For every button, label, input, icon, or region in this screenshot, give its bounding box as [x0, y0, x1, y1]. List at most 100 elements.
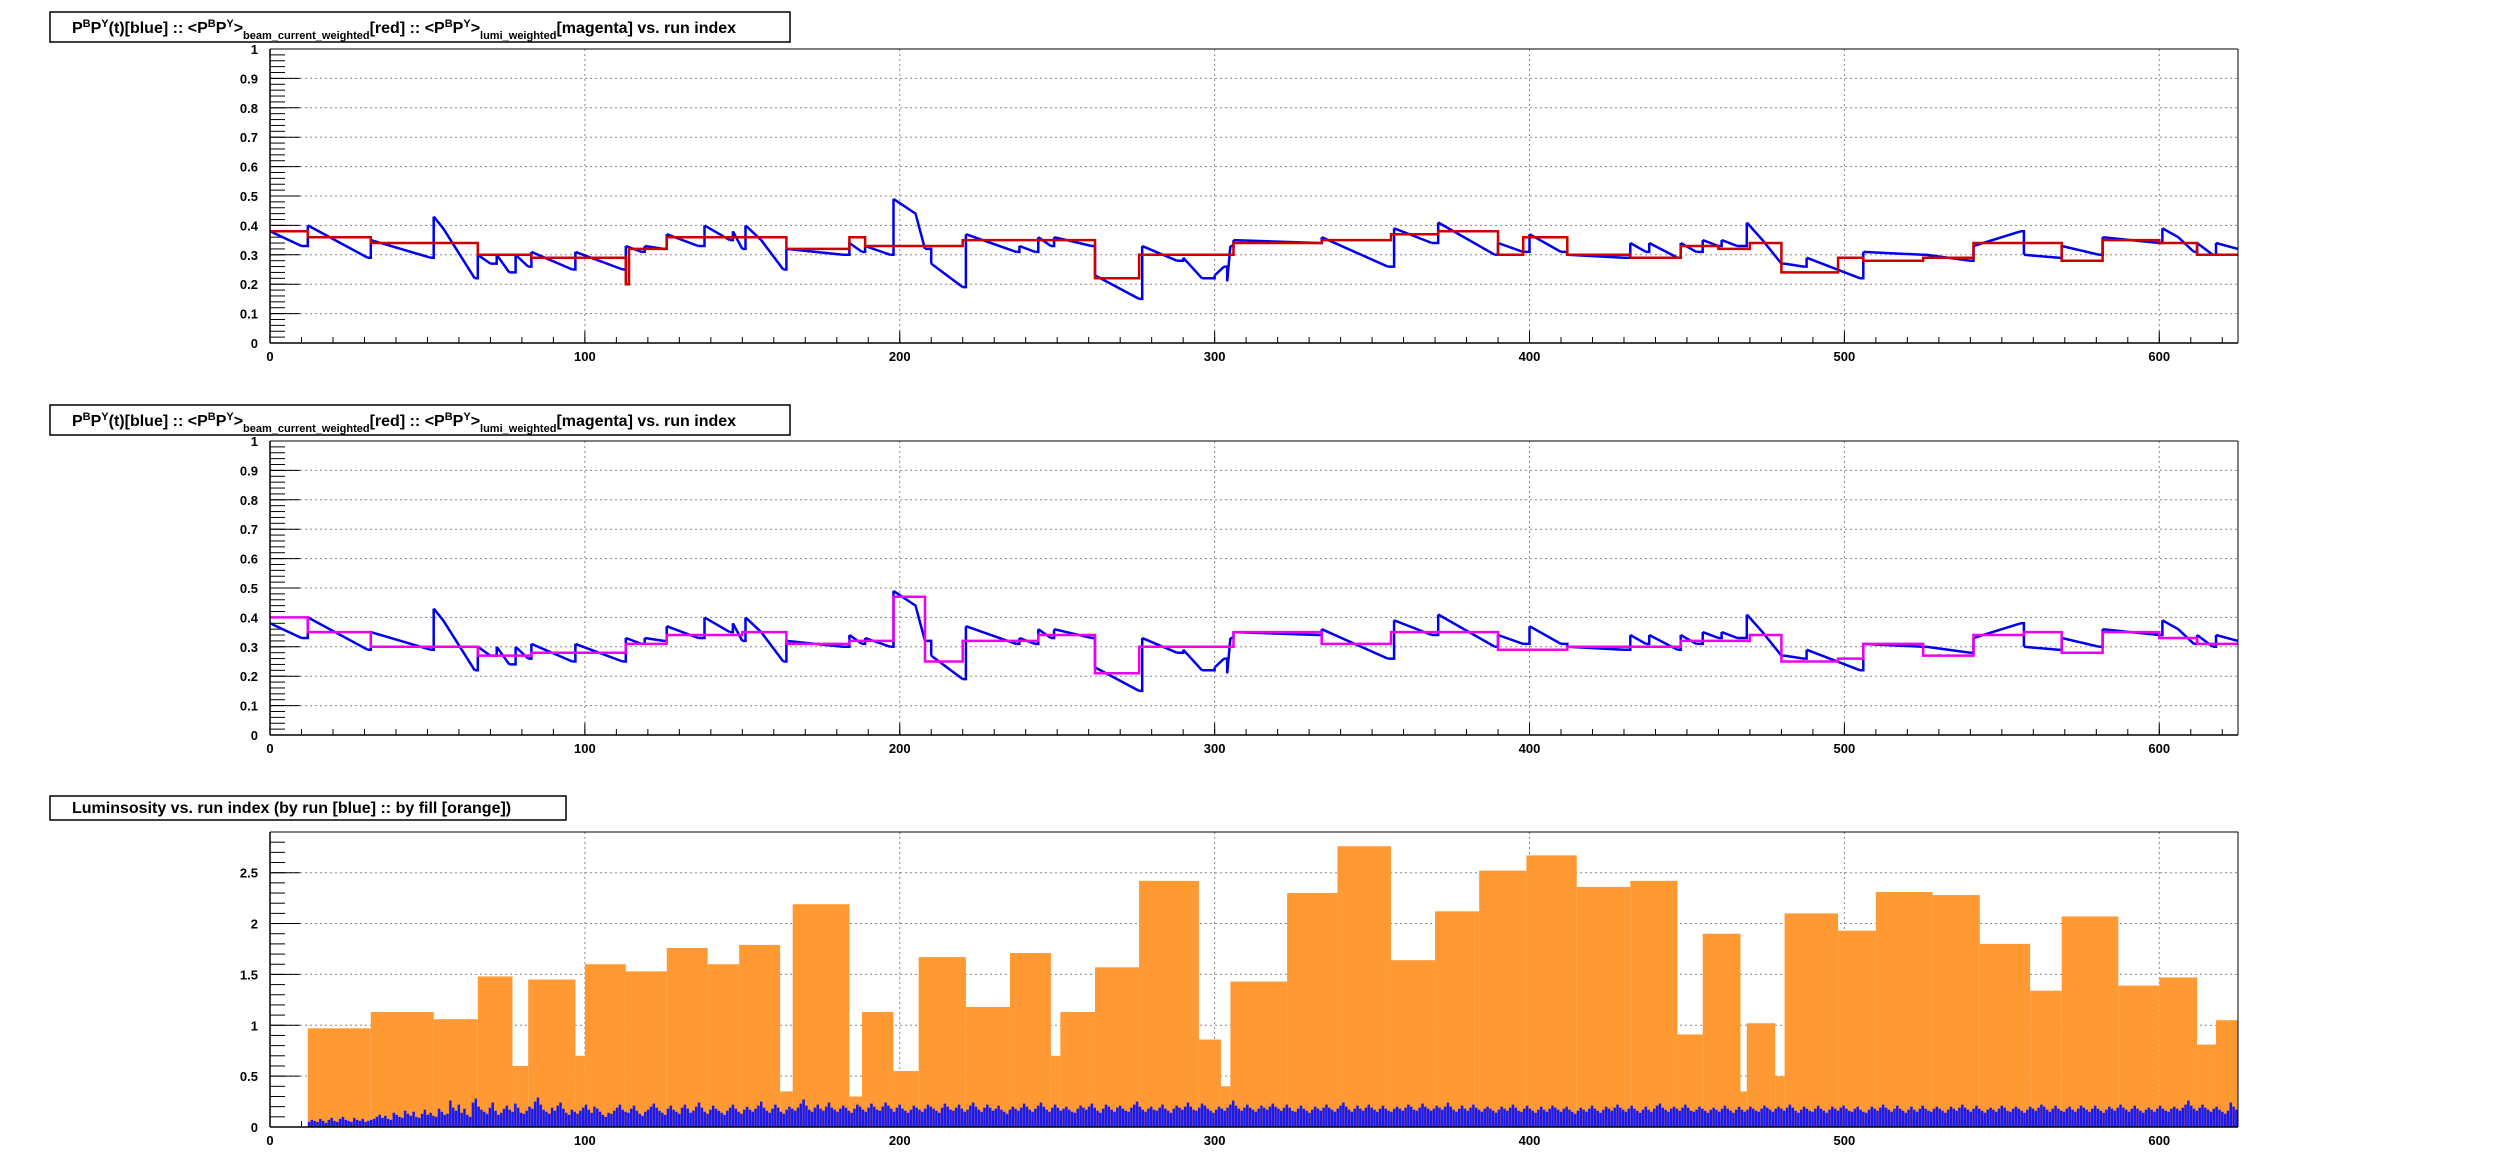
series-blue-segment — [1497, 633, 1524, 646]
x-tick-label: 400 — [1519, 349, 1541, 364]
bar-run-luminosity — [525, 1110, 528, 1127]
bar-run-luminosity — [2164, 1110, 2168, 1127]
bar-run-luminosity — [502, 1108, 506, 1127]
bar-run-luminosity — [2229, 1102, 2233, 1127]
chart-panel-1: 0 0.1 0.2 0.3 0.4 0.5 0.6 0.7 0.8 0.9 1 0 100 200 300 4… — [49, 11, 2239, 364]
bar-run-luminosity — [1556, 1109, 1560, 1127]
bar-run-luminosity — [494, 1110, 497, 1127]
bar-run-luminosity — [793, 1110, 797, 1127]
bar-run-luminosity — [751, 1111, 755, 1127]
bar-run-luminosity — [952, 1110, 955, 1127]
bar-run-luminosity — [415, 1116, 418, 1127]
bar-run-luminosity — [754, 1108, 757, 1127]
series-blue-segment — [1037, 236, 1052, 248]
bar-fill-luminosity — [1198, 1039, 1221, 1127]
bar-run-luminosity — [1938, 1108, 1941, 1127]
bar-run-luminosity — [805, 1105, 808, 1127]
bar-run-luminosity — [1200, 1103, 1204, 1127]
bar-run-luminosity — [463, 1108, 466, 1127]
bar-run-luminosity — [912, 1105, 916, 1127]
bar-fill-luminosity — [1050, 1055, 1061, 1127]
bar-run-luminosity — [830, 1107, 834, 1127]
bar-run-luminosity — [697, 1102, 701, 1127]
x-tick-label: 400 — [1519, 1133, 1541, 1148]
bar-run-luminosity — [1799, 1109, 1803, 1127]
series-blue-segment — [1702, 630, 1719, 640]
bar-run-luminosity — [1573, 1113, 1577, 1127]
bar-run-luminosity — [2133, 1105, 2136, 1127]
bar-run-luminosity — [2031, 1108, 2035, 1127]
bar-run-luminosity — [655, 1107, 658, 1127]
bar-run-luminosity — [1805, 1108, 1809, 1127]
bar-run-luminosity — [1017, 1110, 1020, 1127]
bar-run-luminosity — [596, 1108, 599, 1127]
bar-run-luminosity — [1336, 1108, 1340, 1127]
bar-run-luminosity — [1867, 1109, 1871, 1127]
bar-run-luminosity — [1178, 1107, 1181, 1127]
bar-run-luminosity — [1229, 1104, 1232, 1127]
bar-run-luminosity — [1613, 1107, 1616, 1127]
bar-fill-luminosity — [1932, 895, 1980, 1127]
bar-run-luminosity — [1845, 1108, 1848, 1127]
bar-run-luminosity — [1551, 1105, 1554, 1127]
x-tick-label: 200 — [889, 741, 911, 756]
bar-run-luminosity — [1022, 1103, 1026, 1127]
y-tick-label: 0.6 — [240, 552, 258, 567]
bar-run-luminosity — [935, 1110, 938, 1127]
y-tick-label: 1.5 — [240, 967, 258, 982]
bar-run-luminosity — [1667, 1111, 1670, 1127]
bar-run-luminosity — [884, 1102, 887, 1127]
bar-run-luminosity — [412, 1111, 415, 1127]
bar-run-luminosity — [1192, 1109, 1195, 1127]
bar-run-luminosity — [505, 1105, 509, 1127]
bar-run-luminosity — [1980, 1110, 1984, 1127]
bar-run-luminosity — [1141, 1109, 1145, 1127]
bar-run-luminosity — [545, 1111, 548, 1127]
bar-run-luminosity — [1537, 1109, 1540, 1127]
series-blue-connector — [1431, 222, 1440, 245]
bar-run-luminosity — [2204, 1107, 2207, 1127]
series-blue-connector — [528, 643, 533, 660]
series-blue-connector — [1431, 614, 1440, 637]
series-blue-segment — [2196, 242, 2214, 256]
bar-run-luminosity — [2043, 1106, 2046, 1127]
bar-run-luminosity — [508, 1109, 511, 1127]
y-tick-label: 0 — [251, 1120, 258, 1135]
series-blue-segment — [1182, 256, 1203, 280]
chart-title: PBPY(t)[blue] :: <PBPY>beam_current_weig… — [72, 411, 736, 435]
series-blue-connector — [729, 231, 735, 242]
x-tick-label: 600 — [2148, 1133, 2170, 1148]
bar-run-luminosity — [1079, 1105, 1082, 1127]
bar-run-luminosity — [1231, 1100, 1235, 1127]
title-box — [49, 795, 567, 821]
bar-run-luminosity — [1503, 1108, 1506, 1127]
bar-run-luminosity — [1997, 1108, 2001, 1127]
bar-fill-luminosity — [1630, 880, 1678, 1127]
bar-run-luminosity — [1107, 1106, 1111, 1127]
series-blue-segment — [2061, 244, 2100, 257]
bar-run-luminosity — [1766, 1107, 1769, 1127]
series-blue-segment — [930, 262, 964, 289]
bar-run-luminosity — [1534, 1112, 1537, 1127]
x-tick-label: 0 — [266, 1133, 273, 1148]
bar-run-luminosity — [1548, 1108, 1551, 1127]
bar-run-luminosity — [1703, 1110, 1707, 1127]
bar-run-luminosity — [2189, 1105, 2193, 1127]
bar-run-luminosity — [409, 1115, 413, 1127]
bar-run-luminosity — [1407, 1104, 1410, 1127]
series-blue-segment — [2023, 645, 2059, 651]
bar-run-luminosity — [1113, 1111, 1116, 1127]
bar-run-luminosity — [1828, 1109, 1831, 1127]
bar-run-luminosity — [1344, 1106, 1348, 1127]
bar-run-luminosity — [1133, 1104, 1136, 1127]
bar-run-luminosity — [443, 1114, 446, 1127]
bar-run-luminosity — [1260, 1105, 1263, 1127]
bar-run-luminosity — [923, 1108, 927, 1127]
bar-run-luminosity — [2110, 1108, 2114, 1127]
bar-run-luminosity — [1783, 1110, 1786, 1127]
series-blue-connector — [729, 623, 735, 634]
bar-run-luminosity — [2124, 1109, 2128, 1127]
bar-run-luminosity — [861, 1109, 865, 1127]
bar-run-luminosity — [796, 1107, 800, 1127]
series-blue-connector — [890, 198, 895, 257]
